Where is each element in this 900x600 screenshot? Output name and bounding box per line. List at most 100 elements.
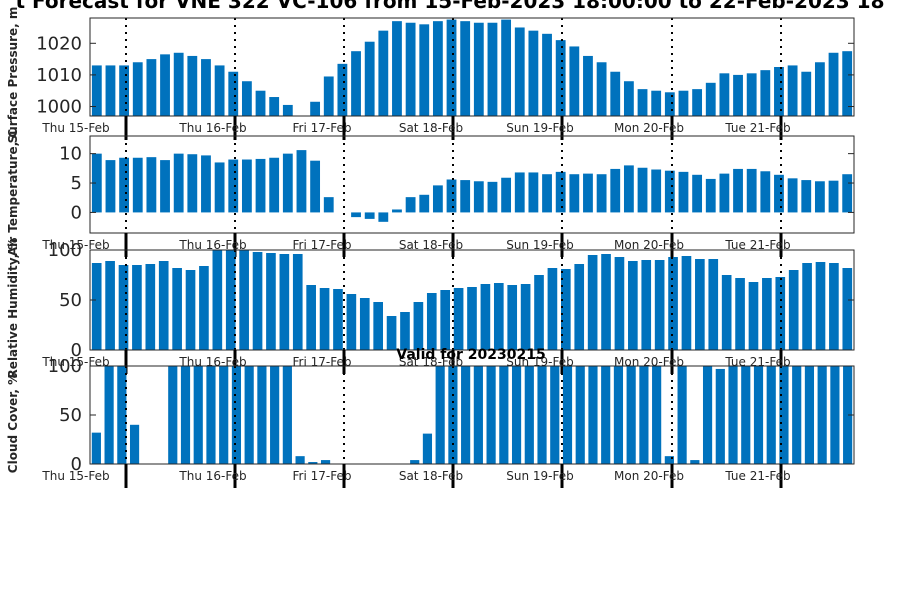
figure-subtitle: Valid for 20230215 bbox=[396, 347, 545, 363]
bar bbox=[626, 366, 636, 464]
bar bbox=[528, 30, 539, 116]
bar bbox=[774, 67, 784, 116]
y-tick-label: 50 bbox=[59, 405, 82, 426]
bar bbox=[201, 155, 211, 213]
bar bbox=[323, 76, 334, 116]
y-tick-label: 0 bbox=[71, 340, 82, 361]
bar bbox=[610, 71, 621, 116]
bar bbox=[588, 366, 598, 464]
axes-box bbox=[89, 17, 855, 117]
bar bbox=[692, 174, 703, 213]
bar bbox=[802, 263, 812, 350]
bar bbox=[91, 65, 102, 116]
bar bbox=[637, 167, 648, 213]
x-tick-label: Tue 21-Feb bbox=[724, 121, 790, 135]
bar bbox=[201, 59, 211, 116]
bar bbox=[255, 90, 266, 116]
x-tick-label: Mon 20-Feb bbox=[614, 121, 684, 135]
bar bbox=[842, 268, 853, 350]
bar bbox=[828, 52, 839, 116]
bar bbox=[774, 174, 784, 213]
x-tick-label: Mon 20-Feb bbox=[614, 238, 684, 252]
bar bbox=[583, 173, 593, 213]
bar bbox=[295, 456, 305, 464]
bar bbox=[257, 366, 267, 464]
bar bbox=[266, 253, 276, 350]
bar bbox=[569, 46, 580, 117]
y-tick-label: 1010 bbox=[36, 65, 82, 86]
x-tick-label: Fri 17-Feb bbox=[293, 121, 352, 135]
bar bbox=[702, 366, 713, 464]
bar bbox=[842, 51, 853, 116]
bar bbox=[547, 268, 558, 350]
bar bbox=[180, 366, 191, 464]
bar bbox=[105, 160, 116, 213]
bar bbox=[269, 157, 280, 213]
bar bbox=[405, 22, 416, 117]
bar bbox=[664, 170, 675, 213]
bar bbox=[228, 159, 239, 213]
bar bbox=[132, 265, 142, 350]
bar bbox=[561, 269, 571, 350]
bar bbox=[378, 212, 389, 222]
x-tick-label: Thu 16-Feb bbox=[178, 238, 246, 252]
bar bbox=[241, 81, 252, 116]
bar bbox=[762, 278, 772, 350]
bar bbox=[364, 41, 375, 116]
bar bbox=[787, 178, 798, 213]
bar bbox=[168, 366, 178, 464]
bar bbox=[119, 157, 130, 213]
bar bbox=[708, 259, 719, 350]
bar bbox=[575, 366, 585, 464]
bar bbox=[440, 290, 451, 350]
bar bbox=[225, 250, 236, 350]
bar bbox=[296, 150, 307, 213]
x-tick-label: Mon 20-Feb bbox=[614, 469, 684, 483]
bar bbox=[214, 65, 225, 116]
bar bbox=[746, 73, 757, 116]
bar bbox=[487, 181, 498, 213]
y-tick-label: 1020 bbox=[36, 33, 82, 54]
bar bbox=[528, 172, 539, 213]
bar bbox=[426, 293, 437, 350]
bar bbox=[117, 366, 127, 464]
x-tick-label: Fri 17-Feb bbox=[293, 469, 352, 483]
bar bbox=[654, 260, 665, 350]
axes-box bbox=[89, 135, 855, 234]
bar bbox=[173, 52, 184, 116]
bar bbox=[596, 62, 607, 116]
bar bbox=[766, 366, 776, 464]
bar bbox=[534, 275, 544, 350]
bar bbox=[104, 366, 114, 464]
bar bbox=[282, 366, 292, 464]
bar bbox=[228, 71, 239, 116]
bar bbox=[613, 366, 624, 464]
bar bbox=[351, 212, 361, 218]
bar bbox=[801, 180, 812, 213]
bar bbox=[473, 366, 483, 464]
bar bbox=[637, 89, 648, 116]
bar bbox=[405, 197, 416, 213]
bar bbox=[419, 24, 430, 116]
bar bbox=[641, 260, 652, 350]
bar bbox=[160, 54, 170, 116]
bar bbox=[733, 168, 743, 213]
x-tick-label: Sun 19-Feb bbox=[506, 469, 574, 483]
y-tick-label: 0 bbox=[71, 454, 82, 475]
bar bbox=[435, 366, 445, 464]
bar bbox=[721, 275, 732, 350]
bar bbox=[719, 173, 730, 213]
x-tick-label: Sat 18-Feb bbox=[399, 238, 463, 252]
bar bbox=[214, 162, 225, 213]
x-tick-label: Fri 17-Feb bbox=[293, 355, 352, 369]
bar bbox=[664, 456, 674, 464]
bar bbox=[279, 254, 290, 350]
bar bbox=[542, 174, 552, 213]
bar bbox=[473, 22, 484, 117]
bar bbox=[158, 261, 169, 350]
bar bbox=[460, 21, 471, 116]
bar bbox=[843, 366, 853, 464]
bar bbox=[814, 181, 825, 213]
y-tick-label: 100 bbox=[48, 240, 82, 261]
bar bbox=[550, 366, 560, 464]
